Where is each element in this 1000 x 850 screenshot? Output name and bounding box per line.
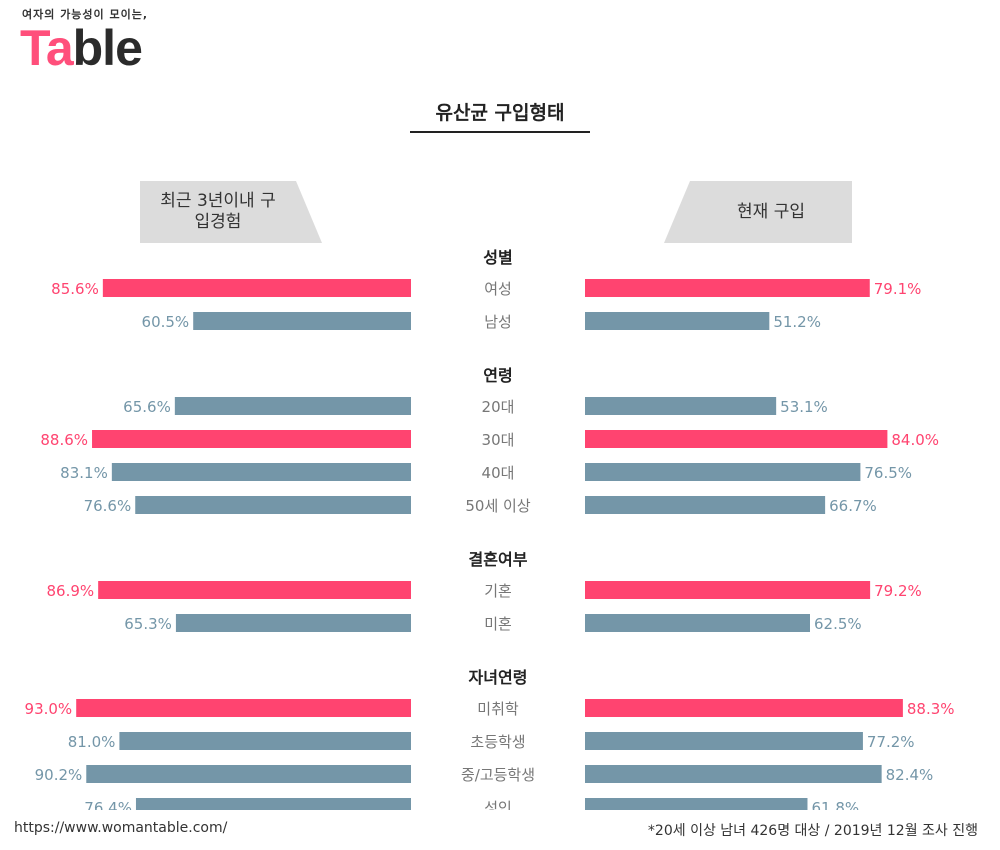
- data-label-left: 83.1%: [60, 464, 108, 482]
- bar-right: [585, 581, 871, 599]
- bar-right: [585, 279, 870, 297]
- bar-left: [193, 312, 411, 330]
- category-label: 남성: [484, 313, 512, 331]
- bar-right: [585, 699, 903, 717]
- category-label: 30대: [482, 431, 515, 449]
- bar-right: [585, 798, 808, 810]
- left-series-label-text: 최근 3년이내 구입경험: [160, 191, 276, 232]
- bar-left: [111, 463, 411, 481]
- data-label-right: 79.2%: [874, 582, 922, 600]
- bar-right: [585, 765, 882, 783]
- logo-tagline: 여자의 가능성이 모이는,: [22, 8, 149, 21]
- data-label-left: 85.6%: [51, 280, 99, 298]
- bar-left: [135, 798, 411, 810]
- bar-left: [119, 732, 412, 750]
- logo: Table: [20, 18, 143, 78]
- data-label-right: 76.5%: [864, 464, 912, 482]
- bar-right: [585, 312, 770, 330]
- logo-accent: Ta: [20, 20, 74, 76]
- category-label: 40대: [482, 464, 515, 482]
- data-label-right: 84.0%: [891, 431, 939, 449]
- data-label-right: 53.1%: [780, 398, 828, 416]
- category-label: 기혼: [484, 582, 512, 600]
- right-series-label: 현재 구입: [690, 181, 852, 243]
- data-label-right: 66.7%: [829, 497, 877, 515]
- bar-right: [585, 430, 888, 448]
- data-label-left: 76.4%: [84, 799, 132, 810]
- data-label-left: 65.3%: [124, 615, 172, 633]
- category-label: 초등학생: [470, 733, 525, 751]
- category-label: 중/고등학생: [461, 766, 535, 784]
- bar-right: [585, 732, 863, 750]
- data-label-right: 61.8%: [811, 799, 859, 810]
- right-series-label-text: 현재 구입: [737, 201, 805, 222]
- bar-left: [92, 430, 411, 448]
- survey-note: *20세 이상 남녀 426명 대상 / 2019년 12월 조사 진행: [647, 823, 978, 839]
- category-label: 성인: [484, 799, 512, 810]
- bar-left: [98, 581, 411, 599]
- group-label: 결혼여부: [469, 550, 528, 569]
- bar-left: [76, 699, 411, 717]
- data-label-left: 65.6%: [123, 398, 171, 416]
- bar-right: [585, 614, 810, 632]
- data-label-left: 60.5%: [142, 313, 190, 331]
- data-label-right: 82.4%: [886, 766, 934, 784]
- left-series-label: 최근 3년이내 구입경험: [140, 181, 296, 243]
- data-label-right: 88.3%: [907, 700, 955, 718]
- data-label-right: 62.5%: [814, 615, 862, 633]
- chart-title: 유산균 구입형태: [410, 98, 590, 133]
- data-label-left: 90.2%: [35, 766, 83, 784]
- bar-right: [585, 397, 777, 415]
- category-label: 여성: [484, 280, 512, 298]
- bar-left: [135, 496, 412, 514]
- category-label: 20대: [482, 398, 515, 416]
- group-label: 연령: [483, 366, 512, 385]
- bar-left: [175, 614, 411, 632]
- data-label-right: 79.1%: [874, 280, 922, 298]
- group-label: 자녀연령: [469, 668, 528, 687]
- group-label: 성별: [483, 248, 512, 267]
- data-label-right: 77.2%: [867, 733, 915, 751]
- right-callout-tail: [664, 181, 690, 243]
- category-label: 미혼: [484, 615, 512, 633]
- bar-right: [585, 463, 861, 481]
- bar-right: [585, 496, 826, 514]
- data-label-left: 93.0%: [25, 700, 73, 718]
- bar-left: [86, 765, 411, 783]
- data-label-left: 76.6%: [84, 497, 132, 515]
- category-label: 미취학: [477, 700, 519, 718]
- data-label-left: 86.9%: [47, 582, 95, 600]
- source-url[interactable]: https://www.womantable.com/: [14, 820, 228, 836]
- bar-left: [102, 279, 411, 297]
- data-label-left: 81.0%: [68, 733, 116, 751]
- data-label-left: 88.6%: [40, 431, 88, 449]
- left-callout-tail: [296, 181, 322, 243]
- logo-rest: ble: [72, 20, 143, 76]
- bar-left: [174, 397, 411, 415]
- data-label-right: 51.2%: [773, 313, 821, 331]
- category-label: 50세 이상: [465, 497, 530, 515]
